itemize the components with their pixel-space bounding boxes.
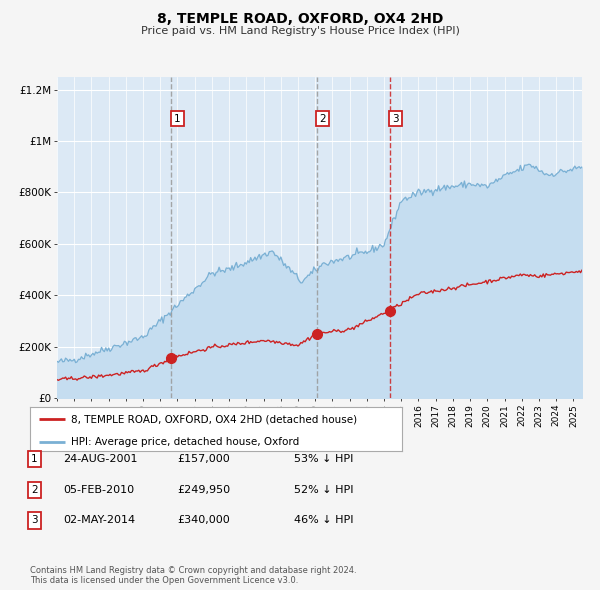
Text: 05-FEB-2010: 05-FEB-2010 (63, 485, 134, 494)
Text: Price paid vs. HM Land Registry's House Price Index (HPI): Price paid vs. HM Land Registry's House … (140, 26, 460, 36)
Text: 46% ↓ HPI: 46% ↓ HPI (294, 516, 353, 525)
Text: 53% ↓ HPI: 53% ↓ HPI (294, 454, 353, 464)
Text: 24-AUG-2001: 24-AUG-2001 (63, 454, 137, 464)
Text: 3: 3 (31, 516, 38, 525)
Text: £340,000: £340,000 (177, 516, 230, 525)
Text: 8, TEMPLE ROAD, OXFORD, OX4 2HD (detached house): 8, TEMPLE ROAD, OXFORD, OX4 2HD (detache… (71, 415, 357, 424)
Text: 52% ↓ HPI: 52% ↓ HPI (294, 485, 353, 494)
Text: 2: 2 (319, 113, 326, 123)
Text: 8, TEMPLE ROAD, OXFORD, OX4 2HD: 8, TEMPLE ROAD, OXFORD, OX4 2HD (157, 12, 443, 26)
Text: 3: 3 (392, 113, 399, 123)
Text: 2: 2 (31, 485, 38, 494)
Text: 1: 1 (174, 113, 181, 123)
Text: £249,950: £249,950 (177, 485, 230, 494)
Text: Contains HM Land Registry data © Crown copyright and database right 2024.
This d: Contains HM Land Registry data © Crown c… (30, 566, 356, 585)
Text: 02-MAY-2014: 02-MAY-2014 (63, 516, 135, 525)
Text: 1: 1 (31, 454, 38, 464)
Text: HPI: Average price, detached house, Oxford: HPI: Average price, detached house, Oxfo… (71, 437, 299, 447)
Text: £157,000: £157,000 (177, 454, 230, 464)
